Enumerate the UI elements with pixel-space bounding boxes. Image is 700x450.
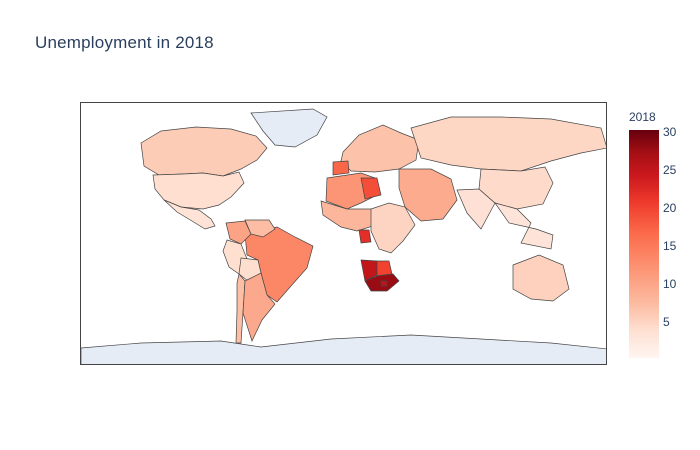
region-russia[interactable] [410, 116, 607, 172]
region-east-africa[interactable] [370, 202, 416, 254]
region-australia[interactable] [512, 254, 570, 302]
region-gabon[interactable] [358, 229, 372, 244]
region-antarctica[interactable] [81, 334, 607, 365]
region-united-states[interactable] [152, 171, 245, 210]
region-india[interactable] [456, 188, 496, 230]
colorbar-tick-5: 5 [663, 315, 670, 329]
region-spain[interactable] [332, 160, 350, 176]
region-china[interactable] [478, 166, 554, 210]
colorbar-tick-25: 25 [663, 163, 677, 177]
region-venezuela[interactable] [244, 219, 276, 238]
region-west-africa[interactable] [320, 200, 377, 232]
map-frame[interactable] [80, 102, 607, 365]
region-botswana[interactable] [376, 260, 393, 277]
region-europe[interactable] [340, 124, 420, 173]
colorbar-tick-15: 15 [663, 239, 677, 253]
colorbar-tick-10: 10 [663, 277, 677, 291]
colorbar-tick-30: 30 [663, 125, 677, 139]
colorbar-tick-20: 20 [663, 201, 677, 215]
region-middle-east[interactable] [398, 168, 458, 222]
region-argentina[interactable] [242, 272, 276, 342]
region-lesotho[interactable] [380, 280, 388, 287]
colorbar-title: 2018 [629, 110, 656, 124]
world-map[interactable] [81, 103, 607, 365]
colorbar [629, 130, 659, 358]
region-greenland[interactable] [250, 108, 328, 148]
region-southeast-asia[interactable] [494, 202, 554, 250]
region-mexico[interactable] [163, 199, 216, 230]
region-colombia[interactable] [225, 220, 252, 245]
region-libya[interactable] [360, 177, 382, 200]
region-canada[interactable] [140, 126, 268, 177]
chart-title: Unemployment in 2018 [35, 33, 214, 52]
